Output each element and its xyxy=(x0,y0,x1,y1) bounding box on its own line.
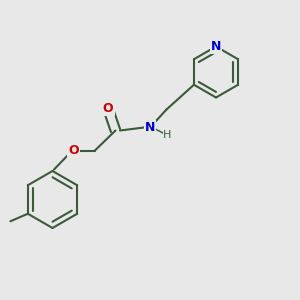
Text: O: O xyxy=(103,102,113,115)
Text: H: H xyxy=(163,130,172,140)
Text: N: N xyxy=(211,40,221,53)
Text: O: O xyxy=(68,144,79,158)
Text: N: N xyxy=(145,121,155,134)
